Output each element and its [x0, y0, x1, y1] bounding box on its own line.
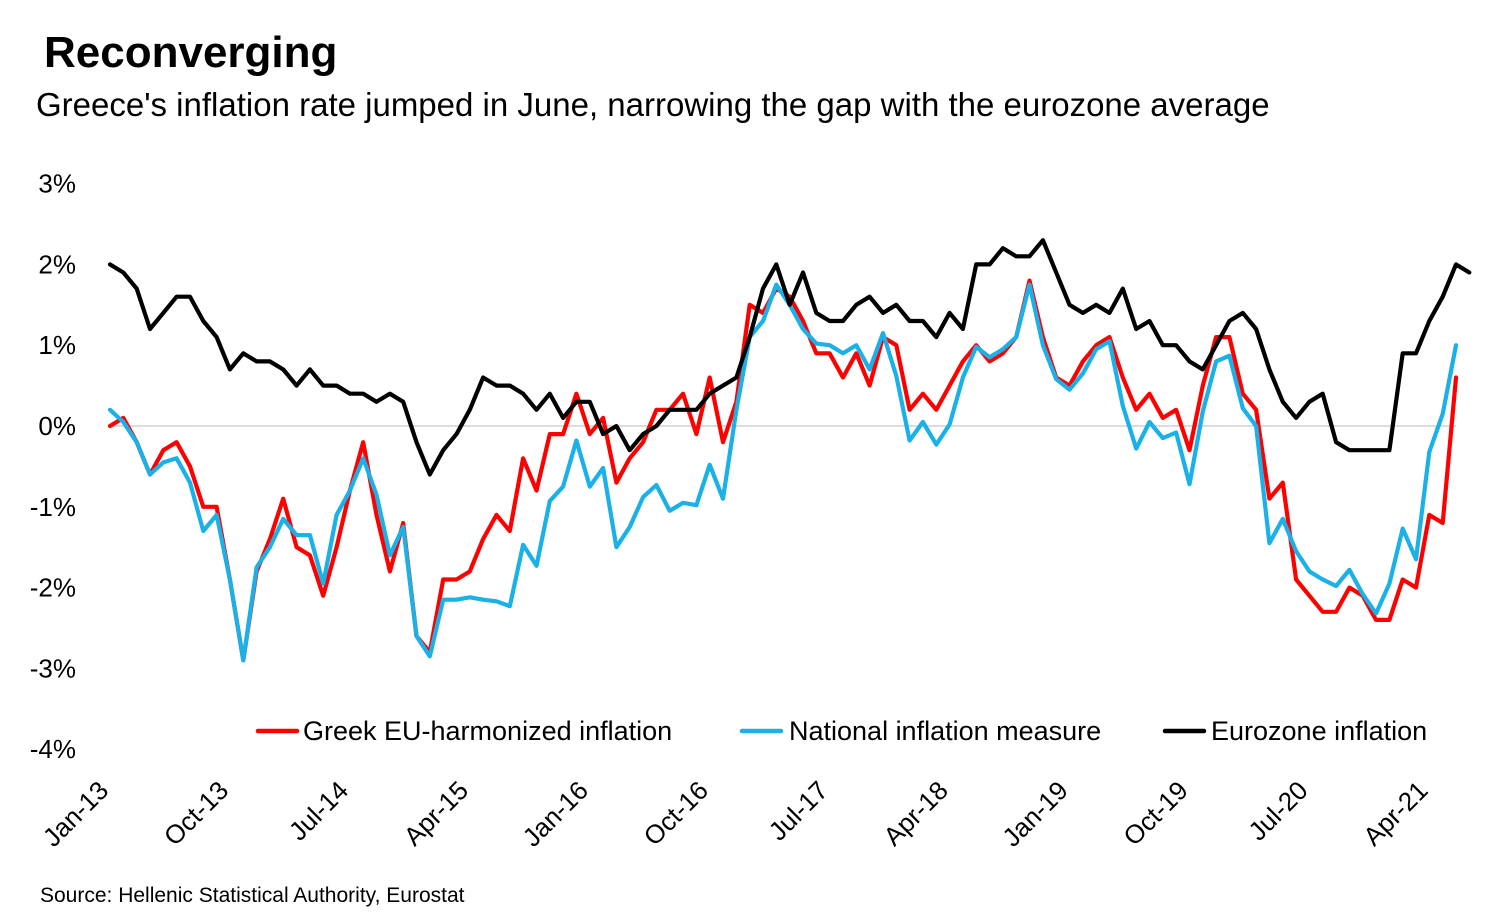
x-tick-label: Apr-15	[398, 775, 474, 851]
legend-label: Eurozone inflation	[1211, 716, 1427, 746]
x-tick-label: Oct-13	[158, 775, 234, 851]
series-line-0	[107, 278, 1459, 663]
x-tick-label: Jul-17	[763, 775, 834, 846]
y-tick-label: -4%	[30, 734, 76, 764]
legend-label: National inflation measure	[789, 716, 1101, 746]
legend: Greek EU-harmonized inflation National in…	[255, 716, 1427, 746]
y-tick-label: 2%	[38, 249, 76, 279]
x-tick-label: Apr-18	[877, 775, 953, 851]
x-tick-label: Jul-20	[1242, 775, 1313, 846]
y-tick-label: 3%	[38, 169, 76, 199]
x-tick-label: Jul-14	[283, 775, 354, 846]
x-tick-label: Oct-19	[1117, 775, 1193, 851]
page-subtitle: Greece's inflation rate jumped in June, …	[36, 86, 1270, 123]
x-tick-label: Jan-13	[37, 775, 114, 852]
y-tick-label: -1%	[30, 492, 76, 522]
x-tick-label: Oct-16	[638, 775, 714, 851]
x-tick-label: Jan-16	[517, 775, 594, 852]
source-note: Source: Hellenic Statistical Authority, …	[40, 884, 465, 907]
x-tick-label: Apr-21	[1357, 775, 1433, 851]
legend-label: Greek EU-harmonized inflation	[303, 716, 672, 746]
series-line-1	[107, 282, 1459, 663]
y-tick-label: 1%	[38, 330, 76, 360]
y-axis: 3% 2% 1% 0% -1% -2% -3% -4%	[30, 169, 76, 765]
y-tick-label: -2%	[30, 573, 76, 603]
series-line-2	[107, 238, 1472, 477]
series-lines	[107, 238, 1472, 663]
x-tick-label: Jan-19	[996, 775, 1073, 852]
x-axis: Jan-13 Oct-13 Jul-14 Apr-15 Jan-16 Oct-16 Jul-…	[37, 775, 1434, 852]
y-tick-label: 0%	[38, 411, 76, 441]
y-tick-label: -3%	[30, 653, 76, 683]
page-title: Reconverging	[44, 28, 338, 77]
